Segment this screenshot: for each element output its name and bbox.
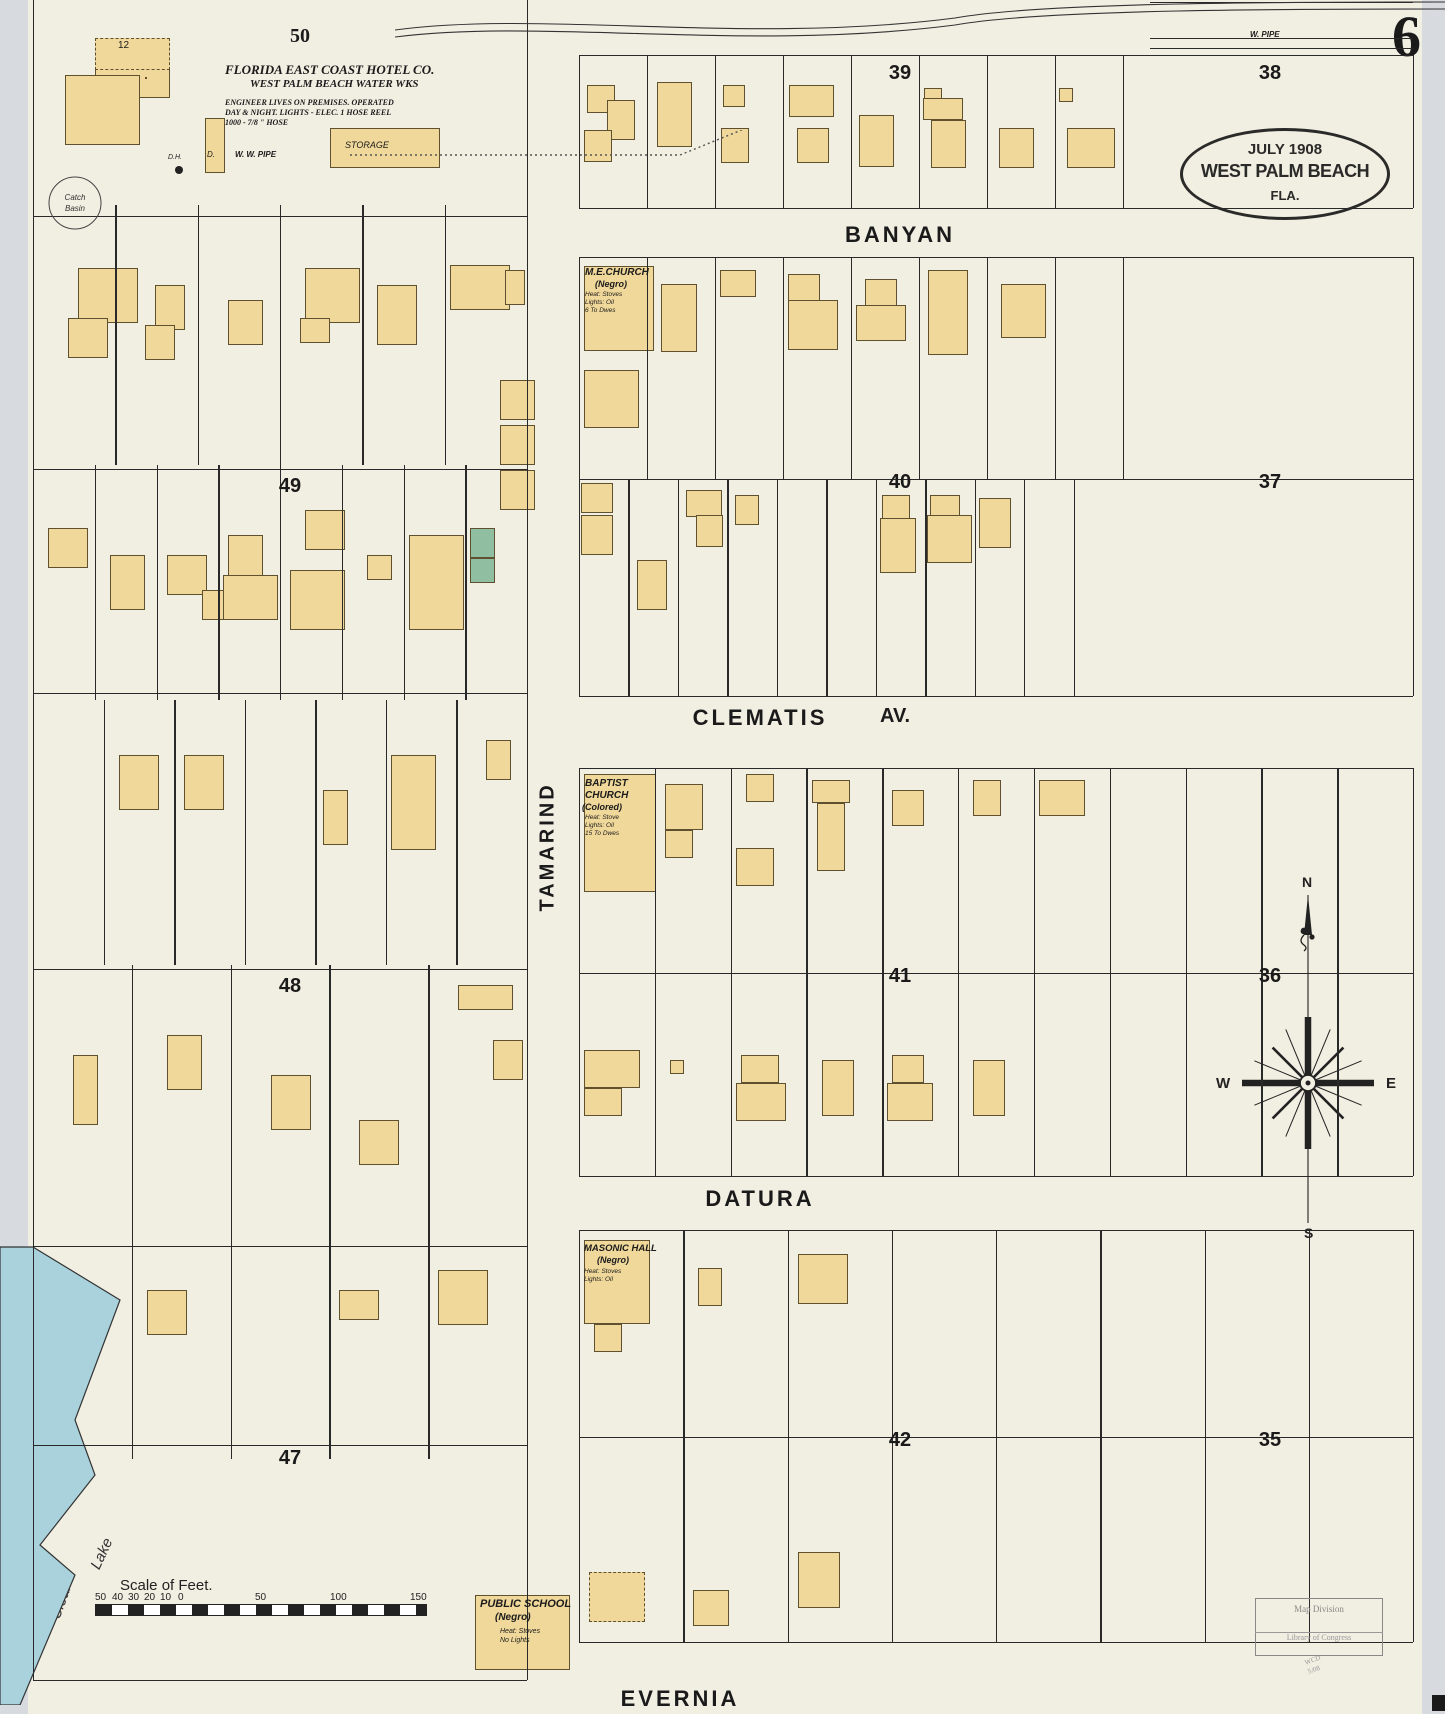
svg-text:E: E [1386,1075,1396,1092]
svg-text:W: W [1216,1075,1231,1092]
svg-text:Basin: Basin [65,204,86,213]
svg-text:Catch: Catch [65,193,86,202]
svg-text:N: N [1302,874,1312,890]
